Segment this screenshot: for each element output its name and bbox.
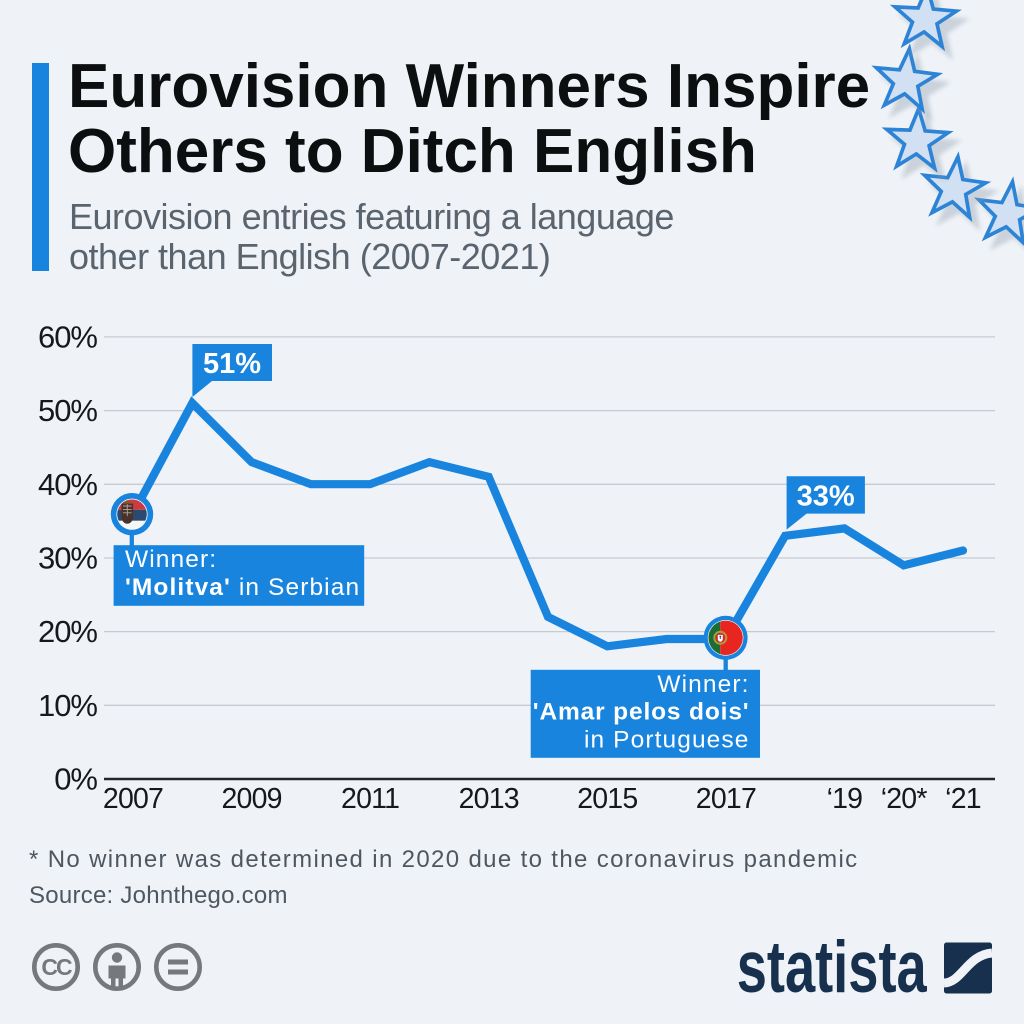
svg-text:Winner:: Winner: (657, 671, 749, 698)
svg-text:'Molitva' in Serbian: 'Molitva' in Serbian (125, 574, 360, 601)
svg-text:2017: 2017 (696, 783, 756, 815)
svg-text:2015: 2015 (577, 783, 637, 815)
svg-text:2007: 2007 (103, 783, 163, 815)
svg-text:statista: statista (737, 927, 928, 1005)
svg-text:20%: 20% (38, 614, 97, 649)
svg-text:in Portuguese: in Portuguese (584, 726, 750, 753)
svg-text:'Amar pelos dois': 'Amar pelos dois' (533, 699, 750, 726)
svg-text:2011: 2011 (341, 783, 399, 815)
svg-text:‘21: ‘21 (945, 783, 981, 815)
svg-text:2013: 2013 (459, 783, 519, 815)
svg-text:Winner:: Winner: (125, 546, 217, 573)
svg-text:60%: 60% (38, 319, 97, 354)
svg-text:10%: 10% (38, 688, 97, 723)
svg-text:0%: 0% (54, 762, 97, 797)
svg-text:40%: 40% (38, 467, 97, 502)
svg-text:30%: 30% (38, 541, 97, 576)
svg-text:‘20*: ‘20* (881, 783, 928, 815)
svg-text:‘19: ‘19 (827, 783, 863, 815)
svg-text:2009: 2009 (221, 783, 281, 815)
svg-text:CC: CC (41, 954, 72, 980)
svg-text:50%: 50% (38, 393, 97, 428)
svg-text:33%: 33% (797, 481, 855, 513)
svg-text:51%: 51% (203, 348, 261, 380)
